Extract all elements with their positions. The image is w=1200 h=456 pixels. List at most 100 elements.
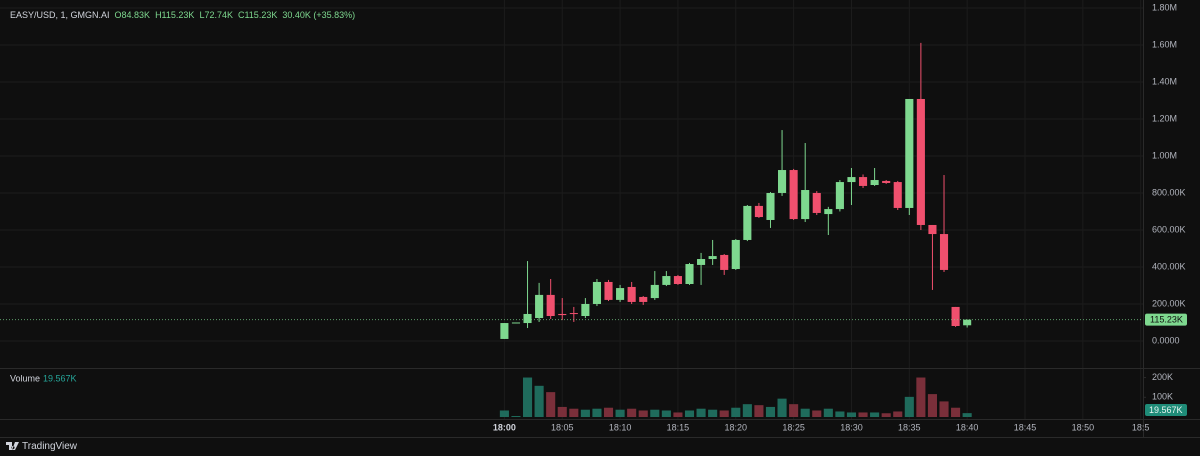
candle-body [639, 296, 648, 302]
volume-bar [499, 410, 509, 417]
x-tick-label: 18:30 [840, 422, 863, 432]
candle-body [835, 182, 844, 210]
candle-body [685, 264, 694, 285]
y-tick-label: 1.20M [1152, 113, 1177, 123]
candle-body [708, 256, 717, 260]
x-tick-label: 18:5 [1132, 422, 1150, 432]
ohlc-value: O84.83K [115, 10, 151, 20]
volume-badge [1145, 404, 1187, 416]
candle-body [523, 313, 532, 324]
candle-body [870, 180, 879, 186]
ohlc-value: L72.74K [199, 10, 233, 20]
volume-bar [708, 409, 718, 417]
volume-bar [511, 416, 521, 417]
volume-bar [765, 406, 776, 417]
candle-body [720, 254, 729, 270]
x-tick-label: 18:35 [898, 422, 921, 432]
volume-bar [904, 396, 914, 417]
x-tick-label: 18:00 [493, 422, 516, 432]
candle-body [697, 259, 706, 265]
x-tick-label: 18:10 [609, 422, 632, 432]
x-tick-label: 18:05 [551, 422, 574, 432]
candle-body [812, 192, 821, 213]
candle-body [627, 286, 636, 302]
volume-bar [615, 409, 625, 417]
last-price-label: 115.23K [1150, 315, 1183, 325]
y-tick-label: 600.00K [1152, 224, 1186, 234]
last-price-badge [1145, 313, 1187, 326]
candle-body [789, 170, 798, 220]
legend: EASY/USD, 1, GMGN.AI O84.83K H115.23K L72.7… [10, 10, 355, 20]
candle-body [963, 319, 972, 326]
candle-body [581, 303, 590, 317]
volume-bar [569, 408, 579, 417]
volume-bar [893, 411, 903, 417]
candle-body [928, 224, 937, 235]
volume-bar [951, 407, 961, 417]
volume-title: Volume [10, 373, 40, 383]
volume-bar [846, 412, 857, 417]
ohlc-value: 30.40K (+35.83%) [282, 10, 355, 20]
candle-body [778, 170, 787, 193]
x-tick-label: 18:45 [1014, 422, 1037, 432]
volume-bar [870, 412, 880, 417]
candle-body [592, 281, 602, 304]
volume-bar [638, 410, 648, 417]
x-tick-label: 18:40 [956, 422, 979, 432]
volume-bar [858, 412, 868, 417]
x-tick-label: 18:20 [725, 422, 748, 432]
volume-bar [603, 407, 614, 417]
x-tick-label: 18:25 [782, 422, 805, 432]
candle-body [916, 98, 925, 225]
candle-body [743, 205, 752, 240]
candle-body [500, 323, 509, 339]
candle-body [546, 294, 555, 317]
candle-body [754, 205, 763, 218]
volume-tick-label: 200K [1152, 372, 1173, 382]
candle-body [731, 239, 740, 270]
volume-bar [696, 408, 706, 417]
candle-body [650, 284, 659, 299]
y-tick-label: 0.0000 [1152, 335, 1180, 345]
candle-body [858, 177, 868, 186]
y-tick-label: 1.80M [1152, 2, 1177, 12]
volume-bar [777, 398, 787, 417]
volume-bar [592, 408, 602, 417]
volume-bar [627, 408, 637, 417]
candle-body [616, 288, 625, 300]
volume-bar [789, 404, 799, 417]
volume-bar [835, 411, 845, 417]
volume-bar [881, 413, 891, 417]
volume-bar [650, 409, 660, 417]
volume-bar [534, 385, 544, 417]
candle-body [766, 192, 775, 220]
volume-bar [800, 408, 810, 417]
x-tick-label: 18:50 [1072, 422, 1095, 432]
candle-body [511, 322, 521, 324]
y-tick-label: 800.00K [1152, 187, 1186, 197]
volume-bar [962, 413, 972, 417]
brand-name: TradingView [22, 441, 78, 452]
candle-body [558, 313, 567, 316]
volume-bar [916, 377, 926, 417]
candle-body [569, 313, 578, 315]
volume-bar [823, 408, 833, 417]
volume-bar [754, 405, 764, 417]
volume-value: 19.567K [43, 373, 77, 383]
candle-body [604, 281, 613, 300]
symbol: EASY/USD, 1, GMGN.AI [10, 10, 110, 20]
volume-bar [742, 404, 752, 417]
volume-bar [731, 407, 741, 417]
ohlc-value: C115.23K [238, 10, 277, 20]
candle-body [905, 98, 914, 208]
volume-bar [684, 410, 695, 417]
volume-badge-label: 19.567K [1149, 405, 1183, 415]
candle-body [662, 276, 671, 285]
volume-bar [546, 392, 556, 417]
candle-body [673, 276, 682, 285]
volume-bar [812, 410, 822, 417]
volume-bar [719, 410, 729, 417]
volume-bar [580, 409, 590, 417]
volume-bar [673, 412, 683, 417]
